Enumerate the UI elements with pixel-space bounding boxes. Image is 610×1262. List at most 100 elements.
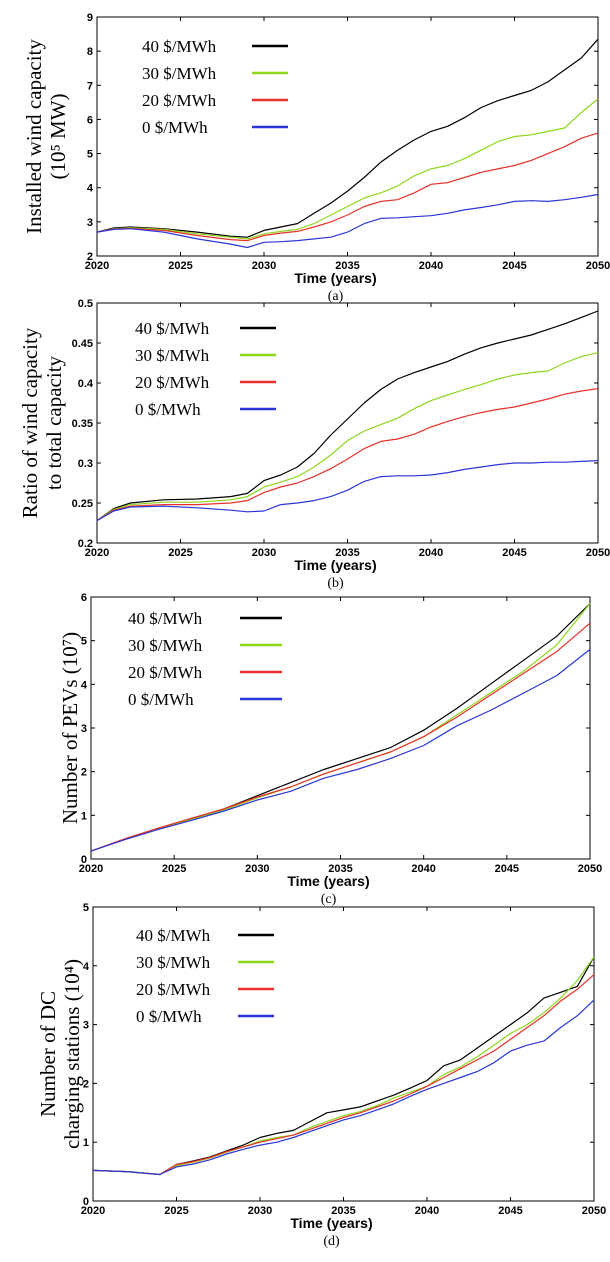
y-tick-label: 1 bbox=[83, 1137, 89, 1149]
legend-entry-label: 0 $/MWh bbox=[135, 400, 201, 419]
series-line-0mwh bbox=[96, 193, 599, 249]
series-line-20mwh bbox=[90, 622, 591, 852]
legend-entry-label: 20 $/MWh bbox=[136, 980, 211, 999]
legend-entry-label: 0 $/MWh bbox=[128, 690, 194, 709]
y-axis-label: to total capacity bbox=[42, 355, 66, 490]
y-axis-label: Ratio of wind capacity bbox=[18, 327, 42, 518]
legend-entry-label: 40 $/MWh bbox=[135, 319, 210, 338]
x-tick-label: 2025 bbox=[168, 547, 192, 559]
x-tick-label: 2050 bbox=[586, 547, 610, 559]
panel-caption: (c) bbox=[321, 892, 337, 907]
x-tick-label: 2050 bbox=[586, 260, 610, 272]
y-tick-label: 4 bbox=[81, 679, 88, 691]
x-tick-label: 2025 bbox=[164, 1205, 188, 1217]
legend-entry-label: 20 $/MWh bbox=[142, 91, 217, 110]
x-tick-label: 2030 bbox=[248, 1205, 272, 1217]
chart-panel-d: 2020 2025 2030 2035 2040 2045 2050 0 1 2 3 4 5 40 $/M… bbox=[36, 902, 606, 1249]
y-tick-label: 6 bbox=[87, 114, 93, 126]
x-axis-label: Time (years) bbox=[287, 873, 369, 889]
x-axis-label: Time (years) bbox=[290, 1215, 372, 1231]
y-tick-label: 0.25 bbox=[72, 498, 93, 510]
x-tick-label: 2045 bbox=[502, 547, 526, 559]
y-tick-label: 0 bbox=[83, 1196, 89, 1208]
legend-entry-label: 30 $/MWh bbox=[128, 636, 203, 655]
series-line-0mwh bbox=[92, 999, 595, 1176]
x-tick-label: 2045 bbox=[502, 260, 526, 272]
x-tick-label: 2035 bbox=[328, 863, 352, 875]
series-line-20mwh bbox=[92, 974, 595, 1176]
y-axis-label: Number of PEVs (10⁷) bbox=[58, 632, 82, 824]
x-axis-label: Time (years) bbox=[294, 270, 376, 286]
x-tick-label: 2020 bbox=[81, 1205, 105, 1217]
x-tick-label: 2035 bbox=[331, 1205, 355, 1217]
panel-caption: (d) bbox=[323, 1234, 340, 1249]
y-tick-label: 3 bbox=[87, 217, 93, 229]
x-tick-label: 2030 bbox=[245, 863, 269, 875]
series-line-0mwh bbox=[90, 648, 591, 852]
y-tick-label: 0.35 bbox=[72, 418, 93, 430]
y-tick-label: 5 bbox=[83, 902, 89, 914]
y-tick-label: 2 bbox=[87, 251, 93, 263]
y-tick-label: 6 bbox=[81, 592, 87, 604]
y-tick-label: 3 bbox=[81, 723, 87, 735]
y-tick-label: 8 bbox=[87, 46, 93, 58]
x-tick-label: 2040 bbox=[419, 547, 443, 559]
x-tick-label: 2035 bbox=[335, 260, 359, 272]
legend-entry-label: 0 $/MWh bbox=[136, 1007, 202, 1026]
series-line-40mwh bbox=[96, 38, 599, 238]
y-tick-label: 0.5 bbox=[78, 298, 93, 310]
x-tick-label: 2025 bbox=[168, 260, 192, 272]
x-tick-label: 2035 bbox=[335, 547, 359, 559]
chart-panel-a: 2020 2025 2030 2035 2040 2045 2050 2 3 4 5 6 7 8 9 40 $… bbox=[22, 12, 610, 304]
y-tick-label: 3 bbox=[83, 1020, 89, 1032]
x-tick-label: 2040 bbox=[415, 1205, 439, 1217]
series-line-20mwh bbox=[96, 388, 599, 522]
y-tick-label: 0.3 bbox=[78, 458, 93, 470]
series-line-30mwh bbox=[96, 352, 599, 522]
legend-entry-label: 40 $/MWh bbox=[136, 926, 211, 945]
legend: 40 $/MWh 30 $/MWh 20 $/MWh 0 $/MWh bbox=[135, 319, 276, 419]
x-tick-label: 2050 bbox=[582, 1205, 606, 1217]
legend-entry-label: 30 $/MWh bbox=[142, 64, 217, 83]
panel-caption: (a) bbox=[328, 289, 344, 304]
chart-panel-b: 2020 2025 2030 2035 2040 2045 2050 0.2 0.25 0.3 0.… bbox=[18, 298, 610, 591]
y-tick-label: 5 bbox=[81, 636, 87, 648]
legend: 40 $/MWh 30 $/MWh 20 $/MWh 0 $/MWh bbox=[136, 926, 274, 1026]
y-tick-label: 0.4 bbox=[78, 378, 94, 390]
y-tick-label: 9 bbox=[87, 12, 93, 24]
x-tick-label: 2030 bbox=[252, 547, 276, 559]
x-tick-label: 2020 bbox=[85, 260, 109, 272]
legend-entry-label: 0 $/MWh bbox=[142, 118, 208, 137]
chart-panel-c: 2020 2025 2030 2035 2040 2045 2050 0 1 2 3 4 5 6 40 $/… bbox=[58, 592, 602, 907]
legend: 40 $/MWh 30 $/MWh 20 $/MWh 0 $/MWh bbox=[142, 37, 288, 137]
legend-entry-label: 20 $/MWh bbox=[135, 373, 210, 392]
y-tick-label: 0.45 bbox=[72, 338, 93, 350]
y-axis-label: Installed wind capacity bbox=[22, 39, 46, 234]
x-tick-label: 2050 bbox=[578, 863, 602, 875]
x-tick-label: 2020 bbox=[85, 547, 109, 559]
x-tick-label: 2025 bbox=[162, 863, 186, 875]
x-axis-label: Time (years) bbox=[294, 557, 376, 573]
y-tick-label: 0.2 bbox=[78, 538, 93, 550]
series-line-40mwh bbox=[96, 310, 599, 522]
legend: 40 $/MWh 30 $/MWh 20 $/MWh 0 $/MWh bbox=[128, 609, 282, 709]
series-line-0mwh bbox=[96, 460, 599, 522]
x-tick-label: 2030 bbox=[252, 260, 276, 272]
y-axis-label: Number of DC bbox=[36, 991, 60, 1117]
y-tick-label: 2 bbox=[81, 767, 87, 779]
y-axis-label: charging stations (10⁴) bbox=[60, 959, 84, 1149]
y-tick-label: 4 bbox=[83, 961, 90, 973]
y-tick-label: 7 bbox=[87, 80, 93, 92]
x-tick-label: 2020 bbox=[79, 863, 103, 875]
y-tick-label: 0 bbox=[81, 854, 87, 866]
series-line-30mwh bbox=[96, 98, 599, 240]
legend-entry-label: 40 $/MWh bbox=[142, 37, 217, 56]
x-tick-label: 2040 bbox=[411, 863, 435, 875]
x-tick-label: 2045 bbox=[498, 1205, 522, 1217]
y-tick-label: 4 bbox=[87, 183, 94, 195]
legend-entry-label: 40 $/MWh bbox=[128, 609, 203, 628]
y-tick-label: 1 bbox=[81, 810, 87, 822]
y-tick-label: 2 bbox=[83, 1078, 89, 1090]
y-tick-label: 5 bbox=[87, 149, 93, 161]
